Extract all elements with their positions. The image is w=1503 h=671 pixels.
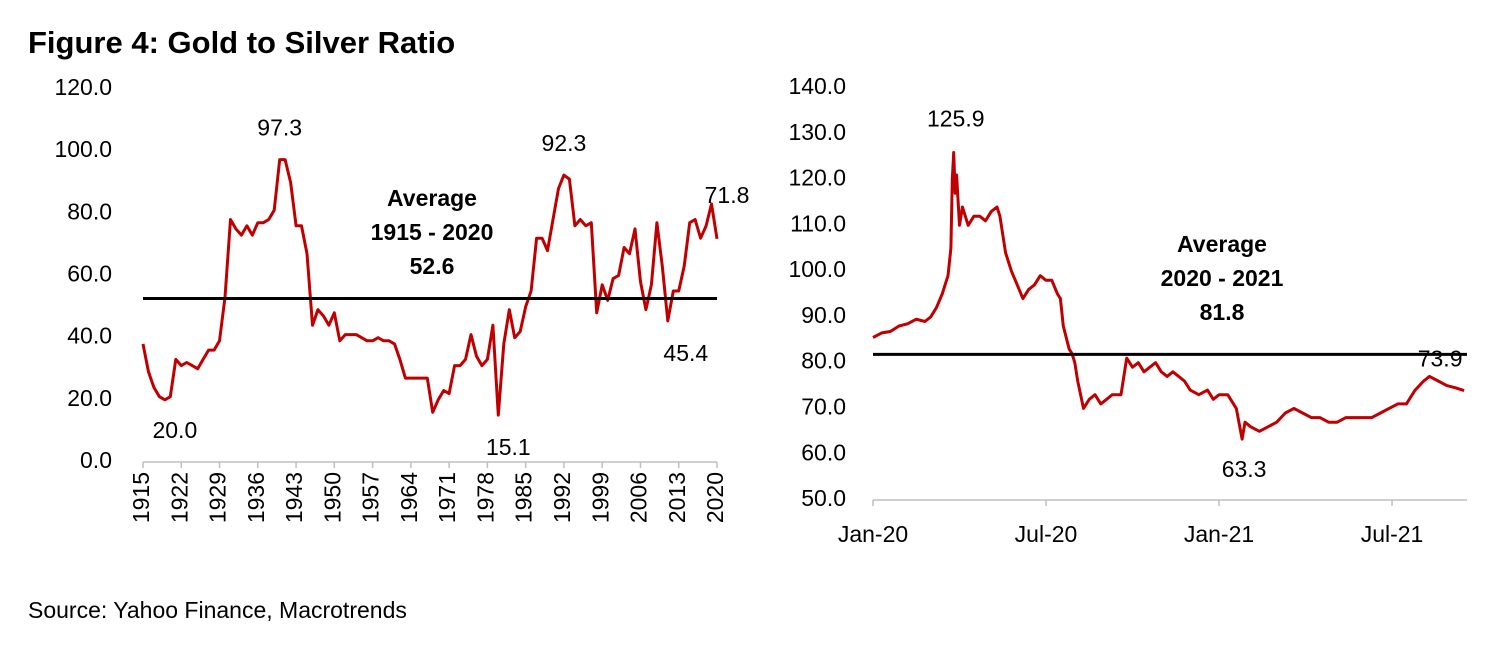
x-tick-label: 1922 bbox=[166, 472, 192, 523]
annotation: 71.8 bbox=[705, 182, 750, 208]
average-label: Average bbox=[387, 185, 477, 211]
annotation: 63.3 bbox=[1222, 456, 1267, 482]
y-tick-label: 110.0 bbox=[790, 210, 846, 236]
y-tick-label: 90.0 bbox=[801, 302, 846, 328]
y-tick-label: 60.0 bbox=[67, 261, 112, 287]
x-tick-label: 1943 bbox=[281, 472, 307, 523]
figure-title: Figure 4: Gold to Silver Ratio bbox=[28, 25, 455, 60]
annotation: 15.1 bbox=[486, 434, 531, 460]
y-tick-label: 100.0 bbox=[54, 136, 112, 162]
average-label: 1915 - 2020 bbox=[371, 219, 494, 245]
average-value: 52.6 bbox=[410, 253, 455, 279]
x-tick-label: 1985 bbox=[511, 472, 537, 523]
x-tick-label: Jan-20 bbox=[838, 521, 908, 547]
annotation: 92.3 bbox=[542, 130, 587, 156]
x-tick-label: 1915 bbox=[128, 472, 154, 523]
x-tick-label: 1964 bbox=[396, 472, 422, 523]
annotation: 125.9 bbox=[927, 106, 985, 132]
average-value: 81.8 bbox=[1200, 299, 1245, 325]
annotation: 73.9 bbox=[1418, 346, 1463, 372]
y-tick-label: 60.0 bbox=[801, 439, 846, 465]
y-tick-label: 120.0 bbox=[54, 74, 112, 100]
annotation: 45.4 bbox=[663, 340, 708, 366]
x-tick-label: 1999 bbox=[587, 472, 613, 523]
average-label: 2020 - 2021 bbox=[1161, 265, 1284, 291]
x-tick-label: 1992 bbox=[549, 472, 575, 523]
annotation: 97.3 bbox=[257, 115, 302, 141]
annotation: 20.0 bbox=[152, 417, 197, 443]
y-tick-label: 80.0 bbox=[67, 198, 112, 224]
y-tick-label: 120.0 bbox=[788, 165, 846, 191]
y-tick-label: 140.0 bbox=[788, 73, 846, 99]
x-tick-label: 1936 bbox=[243, 472, 269, 523]
x-tick-label: 1978 bbox=[472, 472, 498, 523]
data-line bbox=[141, 158, 719, 417]
x-tick-label: Jul-20 bbox=[1015, 521, 1078, 547]
x-tick-label: 2006 bbox=[626, 472, 652, 523]
x-tick-label: 2020 bbox=[702, 472, 728, 523]
source-note: Source: Yahoo Finance, Macrotrends bbox=[28, 597, 407, 623]
y-tick-label: 130.0 bbox=[788, 119, 846, 145]
x-tick-label: Jan-21 bbox=[1184, 521, 1254, 547]
x-tick-label: 1929 bbox=[205, 472, 231, 523]
x-tick-label: 2013 bbox=[664, 472, 690, 523]
y-tick-label: 70.0 bbox=[801, 394, 846, 420]
y-tick-label: 50.0 bbox=[801, 485, 846, 511]
y-tick-label: 100.0 bbox=[788, 256, 846, 282]
x-tick-label: 1957 bbox=[358, 472, 384, 523]
x-tick-label: 1950 bbox=[319, 472, 345, 523]
y-tick-label: 40.0 bbox=[67, 323, 112, 349]
y-tick-label: 20.0 bbox=[67, 385, 112, 411]
y-tick-label: 80.0 bbox=[801, 348, 846, 374]
x-tick-label: 1971 bbox=[434, 472, 460, 523]
y-tick-label: 0.0 bbox=[80, 447, 112, 473]
data-line bbox=[872, 151, 1465, 441]
x-tick-label: Jul-21 bbox=[1361, 521, 1424, 547]
average-label: Average bbox=[1177, 231, 1267, 257]
